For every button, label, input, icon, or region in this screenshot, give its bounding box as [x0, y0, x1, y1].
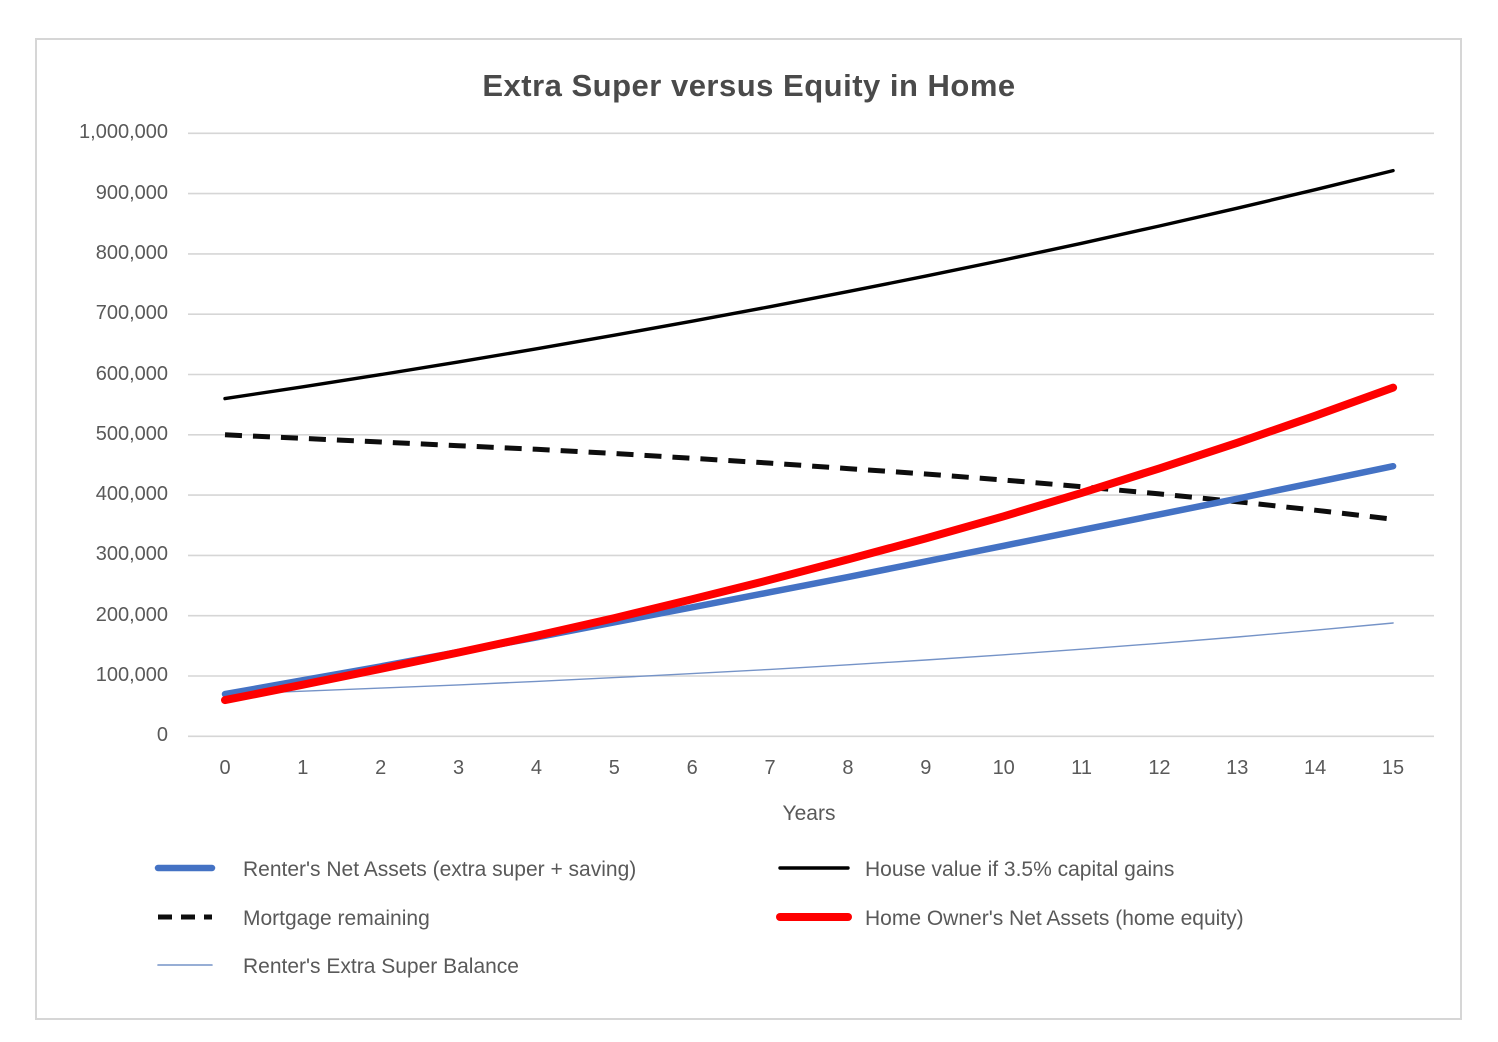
x-tick-label: 14 — [1304, 757, 1327, 779]
x-tick-label: 15 — [1381, 757, 1405, 779]
x-tick-label: 8 — [842, 757, 854, 779]
chart-frame — [35, 38, 1462, 1020]
x-tick-label: 1 — [297, 757, 309, 779]
series-line-renter-net-assets — [221, 462, 1397, 698]
series-line-house-value — [223, 168, 1395, 401]
gridlines — [188, 132, 1434, 738]
y-tick-label: 300,000 — [95, 543, 168, 566]
x-tick-label: 10 — [992, 757, 1015, 779]
x-tick-label: 4 — [530, 757, 543, 779]
legend-label-home-owner-net-assets: Home Owner's Net Assets (home equity) — [865, 907, 1244, 930]
y-tick-label: 1,000,000 — [79, 121, 168, 144]
x-tick-label: 7 — [764, 757, 776, 779]
y-tick-label: 400,000 — [95, 483, 168, 506]
legend-swatch-mortgage-remaining-icon — [153, 902, 217, 937]
legend-label-renter-net-assets: Renter's Net Assets (extra super + savin… — [243, 858, 637, 881]
y-tick-label: 0 — [156, 724, 168, 747]
chart-title: Extra Super versus Equity in Home — [482, 68, 1016, 103]
legend-item-mortgage-remaining: Mortgage remaining — [153, 903, 430, 935]
legend-swatch-renter-net-assets-icon — [153, 853, 217, 888]
legend-swatch-home-owner-net-assets-icon — [775, 902, 853, 937]
y-tick-label: 700,000 — [95, 302, 168, 325]
legend-line-glyph — [157, 963, 213, 966]
series-line-renter-extra-super — [224, 622, 1394, 695]
legend-swatch-house-value-icon — [775, 853, 853, 888]
x-tick-label: 5 — [608, 757, 620, 779]
legend-line-glyph — [778, 865, 850, 870]
x-tick-label: 13 — [1226, 757, 1249, 779]
legend-swatch-renter-extra-super-icon — [153, 950, 217, 985]
legend-line-glyph — [158, 914, 212, 919]
legend-label-renter-extra-super: Renter's Extra Super Balance — [243, 955, 519, 978]
legend-line-glyph — [776, 912, 852, 921]
legend-item-home-owner-net-assets: Home Owner's Net Assets (home equity) — [775, 903, 1244, 935]
legend-label-mortgage-remaining: Mortgage remaining — [243, 907, 430, 930]
x-tick-label: 11 — [1071, 757, 1092, 779]
y-tick-label: 200,000 — [95, 603, 168, 626]
x-tick-label: 12 — [1148, 757, 1171, 779]
legend-item-renter-net-assets: Renter's Net Assets (extra super + savin… — [153, 854, 636, 886]
x-tick-label: 2 — [375, 757, 387, 779]
y-tick-label: 800,000 — [95, 241, 168, 264]
x-axis-title: Years — [782, 802, 836, 825]
y-tick-label: 100,000 — [95, 664, 168, 687]
x-tick-label: 0 — [219, 757, 231, 779]
x-tick-label: 9 — [920, 757, 932, 779]
legend-line-glyph — [154, 864, 216, 871]
y-tick-label: 500,000 — [95, 422, 168, 445]
x-tick-label: 6 — [686, 757, 698, 779]
legend-label-house-value: House value if 3.5% capital gains — [865, 858, 1175, 881]
x-tick-label: 3 — [453, 757, 465, 779]
y-tick-label: 600,000 — [95, 362, 168, 385]
y-tick-label: 900,000 — [95, 181, 168, 204]
series-line-home-owner-net-assets — [221, 383, 1398, 705]
legend-item-renter-extra-super: Renter's Extra Super Balance — [153, 951, 519, 983]
legend-item-house-value: House value if 3.5% capital gains — [775, 854, 1174, 886]
